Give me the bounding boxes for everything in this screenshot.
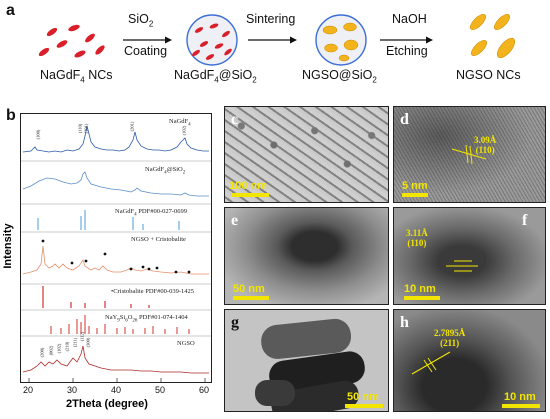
lattice-marker-icon: [446, 260, 478, 272]
peak-label: (211): [72, 337, 78, 348]
panel-h-letter: h: [400, 314, 409, 331]
label-nagdf4: NaGdF4: [169, 118, 191, 128]
y-axis-label: Intensity: [2, 223, 14, 269]
panel-f-letter: f: [522, 212, 528, 229]
label-ngso-cristobalite: NGSO + Cristobalite: [131, 236, 186, 243]
product-nagdf4-ncs-label: NaGdF4 NCs: [40, 68, 113, 85]
sticks-nagdf4-pdf: [37, 210, 180, 230]
tem-panel-g: g 50 nm: [224, 309, 389, 412]
peak-label: (210): [64, 341, 70, 352]
nagdf4-ncs-icon: [38, 24, 105, 58]
product-ngso-ncs-label: NGSO NCs: [456, 68, 521, 82]
peak-label: (112): [79, 331, 85, 342]
label-nay9si6o26-pdf: NaY9Si6O26 PDF#01-074-1404: [105, 314, 188, 324]
lattice-marker-icon: [411, 351, 451, 375]
arrow-etching-icon: [380, 36, 433, 44]
panel-d-letter: d: [400, 111, 409, 128]
trace-nagdf4: [22, 125, 209, 153]
scale-bar: [502, 404, 540, 408]
x-tick-label: 50: [155, 385, 166, 395]
trace-ngso: [22, 345, 209, 374]
product-nagdf4-sio2-label: NaGdF4@SiO2: [174, 68, 257, 85]
lattice-annotation: 2.7895Å (211): [434, 328, 466, 348]
peak-label: (200): [39, 347, 45, 358]
peak-label: (110): [77, 123, 83, 134]
x-tick-label: 40: [111, 385, 122, 395]
peak-label: (100): [35, 129, 41, 140]
step-naoh-label: NaOH: [392, 12, 427, 26]
x-tick-label: 20: [23, 385, 34, 395]
synthesis-scheme: [38, 14, 516, 66]
xrd-plot: NaGdF4 NaGdF4@SiO2 NaGdF4 PDF#00-027-069…: [20, 113, 212, 383]
peak-label: (300): [85, 337, 91, 348]
tem-panel-h: h 2.7895Å (211) 10 nm: [393, 309, 546, 412]
lattice-marker-icon: [451, 144, 487, 165]
arrow-sintering-icon: [248, 36, 297, 44]
tem-panel-d: d 3.09Å (110) 5 nm: [393, 106, 546, 203]
label-cristobalite-pdf: •Cristobalite PDF#00-039-1425: [111, 288, 194, 295]
x-axis-label: 2Theta (degree): [66, 398, 148, 410]
panel-e-letter: e: [231, 212, 239, 229]
label-nagdf4-pdf: NaGdF4 PDF#00-027-0699: [115, 208, 188, 218]
panel-a-letter: a: [6, 2, 15, 19]
tem-panel-f: f 3.11Å (110) 10 nm: [393, 207, 546, 305]
x-tick-label: 60: [199, 385, 210, 395]
label-ngso: NGSO: [177, 340, 195, 347]
scale-bar-label: 10 nm: [404, 283, 436, 295]
sticks-nay9si6o26-pdf: [50, 315, 190, 334]
label-nagdf4-sio2: NaGdF4@SiO2: [145, 166, 186, 176]
trace-ngso-cristobalite: [22, 245, 209, 275]
panel-c-letter: c: [231, 111, 239, 128]
trace-nagdf4-sio2: [22, 171, 209, 197]
scale-bar-label: 10 nm: [504, 391, 536, 403]
peak-label: (102): [56, 343, 62, 354]
step-sintering-label: Sintering: [246, 12, 296, 26]
step-coating-label: Coating: [124, 44, 168, 58]
cristobalite-markers-icon: [41, 239, 191, 274]
ngso-sio2-sphere-icon: [315, 14, 367, 66]
scale-bar: [345, 404, 383, 408]
scale-bar: [402, 193, 428, 197]
scale-bar: [233, 296, 269, 300]
peak-label: (201): [129, 121, 135, 132]
lattice-annotation: 3.11Å (110): [406, 228, 428, 248]
scale-bar: [404, 296, 440, 300]
scale-bar-label: 100 nm: [229, 180, 267, 192]
step-etching-label: Etching: [386, 44, 428, 58]
product-ngso-sio2-label: NGSO@SiO2: [302, 68, 377, 85]
nagdf4-sio2-sphere-icon: [186, 14, 238, 66]
scale-bar-label: 5 nm: [402, 180, 428, 192]
step-sio2-label: SiO2: [128, 12, 154, 29]
peak-label: (002): [48, 345, 54, 356]
tem-panel-c: c 100 nm: [224, 106, 389, 203]
peak-label: (101): [83, 123, 89, 134]
scale-bar-label: 50 nm: [233, 283, 265, 295]
lattice-annotation: 3.09Å (110): [474, 135, 497, 155]
arrow-coating-icon: [123, 36, 172, 44]
ngso-ncs-icon: [470, 14, 516, 59]
scale-bar: [231, 193, 269, 197]
tem-panel-e: e 50 nm: [224, 207, 389, 305]
peak-label: (102): [181, 125, 187, 136]
sticks-cristobalite-pdf: [42, 286, 150, 308]
scale-bar-label: 50 nm: [347, 391, 379, 403]
panel-b-letter: b: [6, 107, 16, 124]
x-tick-label: 30: [67, 385, 78, 395]
panel-g-letter: g: [231, 314, 239, 331]
